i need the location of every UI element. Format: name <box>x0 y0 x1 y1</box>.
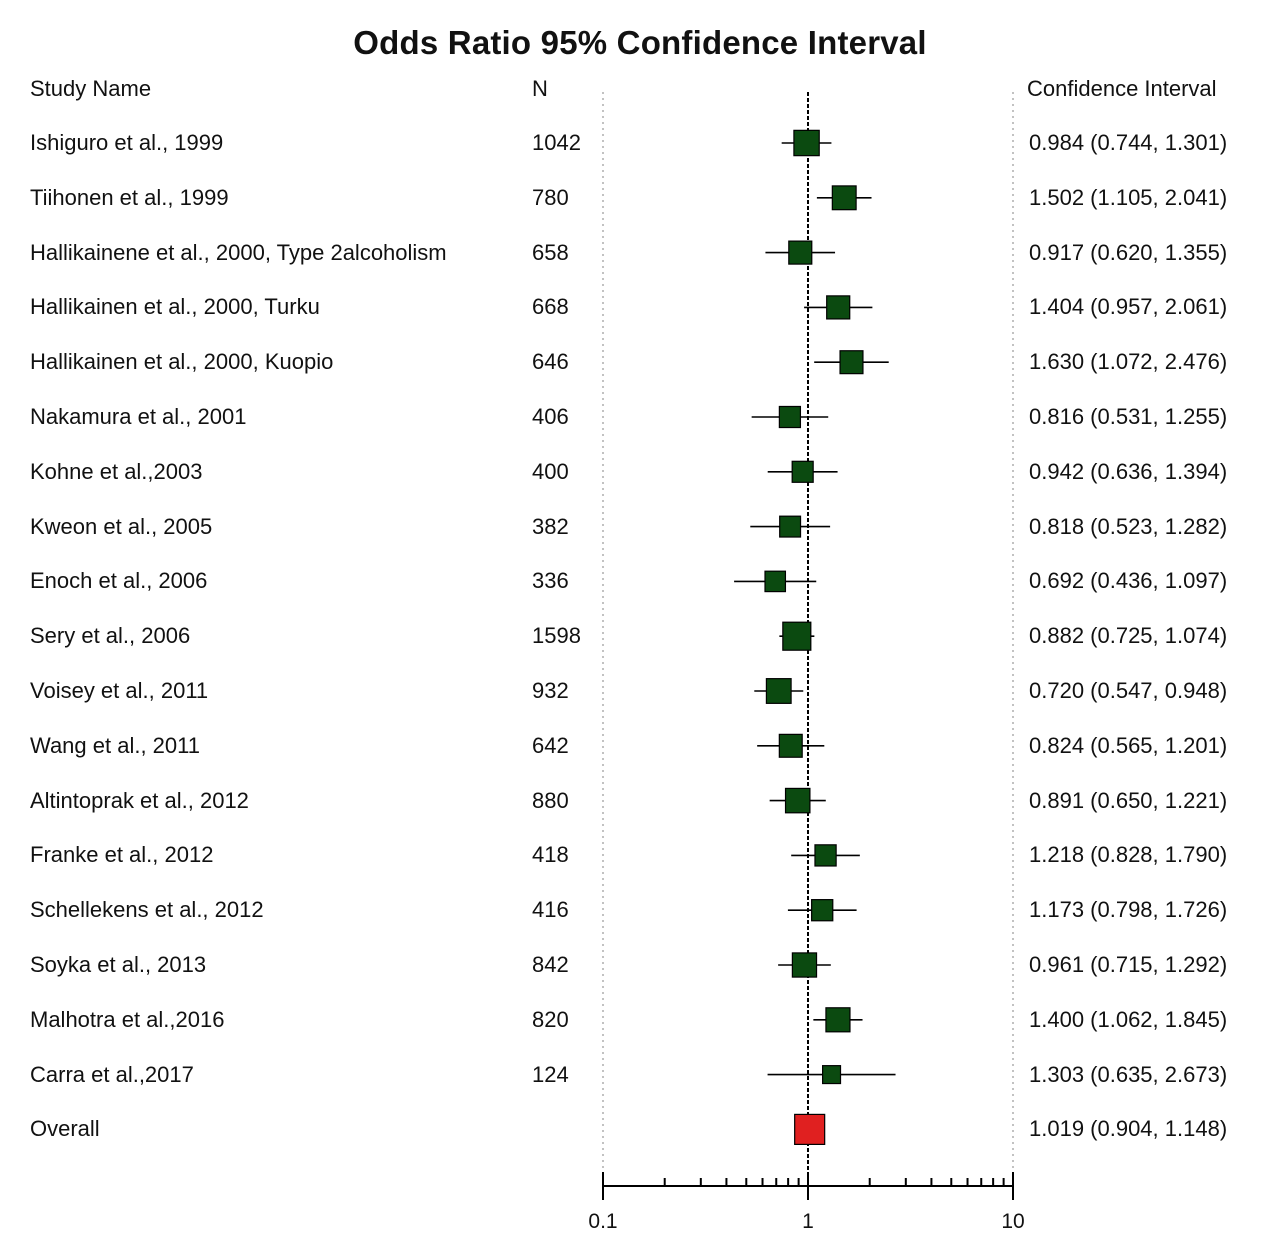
study-name: Malhotra et al.,2016 <box>30 1006 225 1032</box>
study-ci-text: 0.942 (0.636, 1.394) <box>1029 458 1228 484</box>
study-ci-text: 1.303 (0.635, 2.673) <box>1029 1061 1228 1087</box>
study-n: 336 <box>532 568 569 594</box>
study-marker <box>793 129 820 157</box>
study-name: Franke et al., 2012 <box>30 842 214 868</box>
study-n: 400 <box>532 458 569 484</box>
study-marker <box>778 405 802 429</box>
chart-title: Odds Ratio 95% Confidence Interval <box>353 24 927 61</box>
study-ci-text: 1.404 (0.957, 2.061) <box>1029 294 1228 320</box>
study-n: 382 <box>532 513 569 539</box>
study-n: 124 <box>532 1061 569 1087</box>
study-name: Tiihonen et al., 1999 <box>30 184 229 210</box>
study-marker <box>764 570 787 593</box>
study-marker <box>825 1007 851 1033</box>
study-n: 842 <box>532 952 569 977</box>
study-n: 1598 <box>532 623 581 649</box>
overall-ci-text: 1.019 (0.904, 1.148) <box>1029 1116 1228 1142</box>
study-name: Enoch et al., 2006 <box>30 568 208 594</box>
study-ci-text: 0.816 (0.531, 1.255) <box>1029 404 1228 429</box>
study-name: Soyka et al., 2013 <box>30 952 207 977</box>
x-tick-label: 10 <box>1001 1210 1024 1233</box>
study-name: Carra et al.,2017 <box>30 1061 194 1087</box>
study-marker <box>814 844 837 867</box>
study-n: 658 <box>532 239 569 265</box>
study-n: 880 <box>532 787 569 813</box>
study-marker <box>782 621 812 651</box>
study-name: Schellekens et al., 2012 <box>30 897 264 923</box>
study-ci-text: 1.173 (0.798, 1.726) <box>1029 897 1228 923</box>
study-ci-text: 0.692 (0.436, 1.097) <box>1029 568 1228 594</box>
study-marker <box>826 295 851 320</box>
confidence-interval-header: Confidence Interval <box>1027 76 1217 101</box>
study-n: 416 <box>532 897 569 923</box>
study-marker <box>811 899 834 922</box>
study-marker <box>779 515 802 538</box>
study-name: Hallikainene et al., 2000, Type 2alcohol… <box>30 239 447 265</box>
study-n: 668 <box>532 294 569 320</box>
study-ci-text: 1.502 (1.105, 2.041) <box>1029 184 1228 210</box>
study-name: Kohne et al.,2003 <box>30 458 203 484</box>
study-marker <box>831 185 857 211</box>
study-n: 780 <box>532 184 569 210</box>
study-ci-text: 0.891 (0.650, 1.221) <box>1029 787 1228 813</box>
study-marker <box>791 952 818 978</box>
study-ci-text: 1.218 (0.828, 1.790) <box>1029 842 1228 868</box>
study-name: Hallikainen et al., 2000, Kuopio <box>30 349 334 375</box>
x-tick-label: 1 <box>802 1210 814 1233</box>
x-tick-label: 0.1 <box>588 1210 617 1233</box>
study-name: Ishiguro et al., 1999 <box>30 130 224 155</box>
study-ci-text: 1.630 (1.072, 2.476) <box>1029 349 1228 375</box>
study-n: 1042 <box>532 130 581 155</box>
study-n: 820 <box>532 1006 569 1032</box>
study-n: 932 <box>532 678 569 703</box>
study-name: Nakamura et al., 2001 <box>30 404 247 429</box>
study-marker <box>788 240 813 265</box>
study-marker <box>778 733 803 758</box>
study-name: Altintoprak et al., 2012 <box>30 787 249 813</box>
n-header: N <box>532 76 548 101</box>
study-ci-text: 0.824 (0.565, 1.201) <box>1029 732 1228 758</box>
study-name: Kweon et al., 2005 <box>30 513 213 539</box>
study-n: 406 <box>532 404 569 429</box>
study-marker <box>791 460 814 483</box>
study-marker <box>822 1065 842 1085</box>
study-ci-text: 0.818 (0.523, 1.282) <box>1029 513 1228 539</box>
study-n: 642 <box>532 732 569 758</box>
study-name: Wang et al., 2011 <box>30 732 200 758</box>
study-name: Hallikainen et al., 2000, Turku <box>30 294 320 320</box>
study-name: Sery et al., 2006 <box>30 623 191 649</box>
study-marker <box>765 678 792 704</box>
study-ci-text: 0.720 (0.547, 0.948) <box>1029 678 1228 703</box>
study-ci-text: 0.917 (0.620, 1.355) <box>1029 239 1228 265</box>
study-name: Voisey et al., 2011 <box>30 678 209 703</box>
study-ci-text: 0.882 (0.725, 1.074) <box>1029 623 1228 649</box>
study-ci-text: 0.984 (0.744, 1.301) <box>1029 130 1228 155</box>
study-marker <box>839 350 864 375</box>
study-name-header: Study Name <box>30 76 152 101</box>
study-ci-text: 1.400 (1.062, 1.845) <box>1029 1006 1228 1032</box>
study-marker <box>784 787 811 814</box>
overall-marker <box>794 1113 826 1146</box>
overall-label: Overall <box>30 1116 100 1142</box>
study-ci-text: 0.961 (0.715, 1.292) <box>1029 952 1228 977</box>
study-n: 646 <box>532 349 569 375</box>
study-n: 418 <box>532 842 569 868</box>
